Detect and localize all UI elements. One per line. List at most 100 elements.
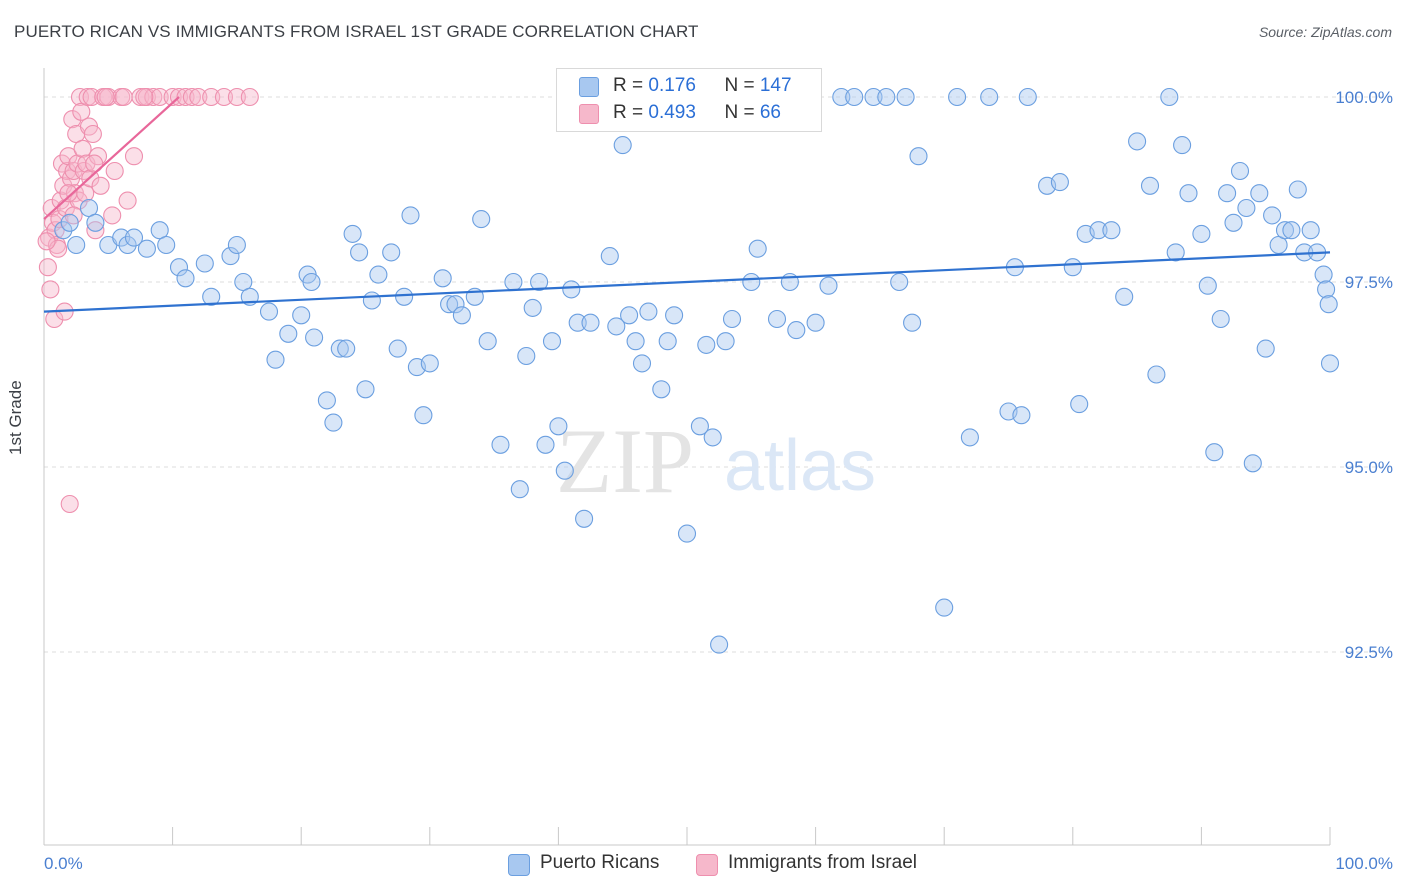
puerto-rican-point-143 bbox=[302, 272, 321, 292]
puerto-rican-point-55 bbox=[536, 435, 555, 454]
puerto-rican-point-94 bbox=[980, 87, 999, 107]
israel-point-41 bbox=[105, 161, 124, 181]
israel-point-27 bbox=[73, 139, 92, 158]
puerto-rican-point-27 bbox=[324, 413, 343, 432]
series-puerto-ricans bbox=[54, 87, 1340, 654]
legend-r-label: R = bbox=[613, 75, 649, 96]
puerto-rican-point-122 bbox=[1243, 454, 1262, 473]
source-label: Source: ZipAtlas.com bbox=[1258, 24, 1392, 40]
puerto-rican-point-29 bbox=[337, 339, 356, 358]
puerto-rican-point-51 bbox=[510, 480, 529, 499]
puerto-rican-point-22 bbox=[279, 324, 298, 343]
watermark-atlas: atlas bbox=[724, 426, 876, 506]
y-axis-label: 1st Grade bbox=[6, 380, 25, 455]
puerto-rican-point-43 bbox=[440, 295, 459, 314]
puerto-rican-point-42 bbox=[433, 269, 452, 288]
puerto-rican-point-18 bbox=[234, 272, 253, 292]
puerto-rican-point-58 bbox=[555, 461, 574, 480]
israel-point-19 bbox=[63, 110, 82, 129]
puerto-rican-point-138 bbox=[787, 321, 806, 340]
israel-point-44 bbox=[118, 191, 137, 210]
puerto-rican-point-82 bbox=[767, 309, 787, 329]
x-tick-label-1: 100.0% bbox=[1335, 854, 1393, 873]
puerto-rican-point-101 bbox=[1063, 258, 1082, 277]
puerto-rican-point-30 bbox=[343, 224, 362, 243]
puerto-rican-point-12 bbox=[169, 258, 189, 277]
puerto-rican-point-74 bbox=[697, 335, 716, 354]
puerto-rican-point-9 bbox=[137, 239, 156, 258]
puerto-rican-point-112 bbox=[1173, 136, 1192, 155]
axes bbox=[43, 68, 1331, 846]
legend-swatch-blue bbox=[579, 77, 599, 97]
israel-point-38 bbox=[91, 176, 110, 195]
puerto-rican-point-120 bbox=[1230, 161, 1250, 181]
puerto-rican-point-110 bbox=[1160, 87, 1179, 107]
puerto-rican-point-4 bbox=[86, 213, 105, 232]
puerto-rican-point-113 bbox=[1179, 184, 1198, 203]
puerto-rican-point-52 bbox=[517, 346, 536, 366]
puerto-rican-point-115 bbox=[1198, 276, 1217, 295]
puerto-rican-point-117 bbox=[1211, 309, 1230, 329]
watermark-zip: ZIP bbox=[556, 410, 694, 512]
puerto-rican-point-128 bbox=[1282, 221, 1301, 240]
puerto-rican-point-69 bbox=[652, 380, 671, 399]
puerto-rican-point-77 bbox=[716, 332, 735, 351]
puerto-rican-point-61 bbox=[575, 509, 594, 528]
puerto-rican-point-41 bbox=[420, 354, 439, 373]
puerto-rican-point-8 bbox=[124, 228, 144, 247]
puerto-rican-point-98 bbox=[1018, 87, 1037, 107]
israel-point-61 bbox=[59, 184, 78, 203]
legend-swatch-puerto-ricans bbox=[508, 854, 530, 876]
puerto-rican-point-17 bbox=[227, 235, 246, 255]
puerto-rican-point-105 bbox=[1102, 221, 1121, 240]
puerto-rican-point-11 bbox=[157, 235, 176, 255]
puerto-rican-point-34 bbox=[369, 265, 388, 284]
puerto-rican-point-72 bbox=[677, 524, 697, 543]
puerto-rican-point-79 bbox=[742, 272, 761, 292]
puerto-rican-point-141 bbox=[607, 317, 626, 336]
puerto-rican-point-10 bbox=[150, 221, 169, 240]
israel-point-17 bbox=[60, 494, 79, 514]
israel-point-46 bbox=[131, 87, 150, 107]
puerto-rican-point-49 bbox=[491, 435, 510, 454]
puerto-rican-point-47 bbox=[472, 210, 491, 229]
y-tick-label-1: 95.0% bbox=[1345, 458, 1393, 477]
puerto-rican-point-131 bbox=[1301, 221, 1320, 240]
puerto-rican-point-15 bbox=[202, 287, 221, 306]
puerto-rican-point-45 bbox=[452, 306, 471, 325]
puerto-rican-point-104 bbox=[1089, 221, 1108, 240]
puerto-rican-point-136 bbox=[1320, 354, 1340, 373]
puerto-rican-point-121 bbox=[1237, 198, 1256, 218]
puerto-rican-point-35 bbox=[382, 243, 401, 262]
israel-point-36 bbox=[86, 221, 105, 240]
puerto-rican-point-38 bbox=[401, 206, 420, 225]
israel-point-55 bbox=[202, 87, 221, 107]
puerto-rican-point-7 bbox=[118, 235, 137, 255]
y-tick-labels: 92.5% 95.0% 97.5% 100.0% bbox=[1335, 88, 1393, 662]
puerto-rican-point-124 bbox=[1256, 339, 1275, 358]
legend-n-value: 147 bbox=[759, 75, 792, 96]
puerto-rican-point-54 bbox=[530, 272, 549, 292]
puerto-rican-point-90 bbox=[909, 147, 928, 166]
puerto-rican-point-28 bbox=[330, 339, 349, 358]
puerto-rican-point-89 bbox=[896, 87, 915, 107]
puerto-rican-point-111 bbox=[1166, 243, 1185, 262]
puerto-rican-point-87 bbox=[864, 87, 883, 107]
puerto-rican-point-71 bbox=[665, 306, 684, 325]
puerto-rican-point-116 bbox=[1205, 443, 1224, 462]
puerto-rican-point-127 bbox=[1275, 221, 1295, 240]
x-tick-labels: 0.0% 100.0% bbox=[44, 854, 1393, 873]
puerto-rican-point-66 bbox=[620, 306, 639, 325]
grid-lines bbox=[44, 96, 1395, 653]
puerto-rican-point-23 bbox=[292, 306, 311, 325]
israel-point-64 bbox=[135, 87, 154, 107]
legend-label-puerto-ricans: Puerto Ricans bbox=[540, 852, 660, 873]
puerto-rican-point-118 bbox=[1218, 184, 1237, 203]
puerto-rican-point-76 bbox=[710, 635, 729, 654]
israel-point-31 bbox=[78, 87, 97, 107]
puerto-rican-point-109 bbox=[1147, 365, 1166, 384]
israel-point-35 bbox=[83, 124, 102, 144]
israel-point-54 bbox=[189, 87, 208, 107]
puerto-rican-point-100 bbox=[1050, 173, 1069, 192]
puerto-rican-point-67 bbox=[632, 354, 652, 373]
